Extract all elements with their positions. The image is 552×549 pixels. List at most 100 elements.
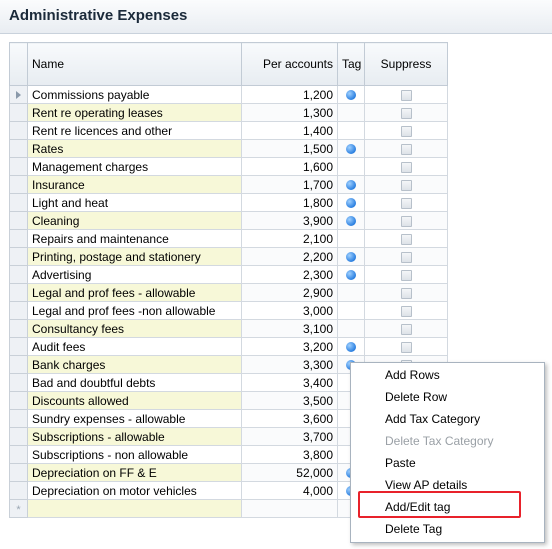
row-amount-cell[interactable]: 3,100 bbox=[241, 319, 338, 338]
row-selector[interactable] bbox=[9, 283, 28, 302]
row-suppress-cell[interactable] bbox=[364, 211, 448, 230]
row-amount-cell[interactable]: 3,200 bbox=[241, 337, 338, 356]
row-amount-cell[interactable]: 3,700 bbox=[241, 427, 338, 446]
new-row-selector[interactable]: * bbox=[9, 499, 28, 518]
row-name-cell[interactable]: Subscriptions - allowable bbox=[27, 427, 242, 446]
row-name-cell[interactable]: Discounts allowed bbox=[27, 391, 242, 410]
suppress-checkbox[interactable] bbox=[400, 287, 412, 299]
row-tag-cell[interactable] bbox=[337, 229, 365, 248]
row-name-cell[interactable]: Sundry expenses - allowable bbox=[27, 409, 242, 428]
new-row-amt-cell[interactable] bbox=[241, 499, 338, 518]
row-amount-cell[interactable]: 2,900 bbox=[241, 283, 338, 302]
expenses-grid[interactable]: Name Per accounts Tag Suppress Commissio… bbox=[9, 42, 448, 518]
tag-dot-icon[interactable] bbox=[346, 342, 356, 353]
row-selector[interactable] bbox=[9, 373, 28, 392]
tag-dot-icon[interactable] bbox=[346, 270, 356, 281]
table-row[interactable]: Cleaning 3,900 bbox=[9, 211, 448, 230]
row-tag-cell[interactable] bbox=[337, 175, 365, 194]
table-row[interactable]: Rates 1,500 bbox=[9, 139, 448, 158]
suppress-checkbox[interactable] bbox=[400, 269, 412, 281]
row-selector[interactable] bbox=[9, 427, 28, 446]
row-name-cell[interactable]: Management charges bbox=[27, 157, 242, 176]
row-selector[interactable] bbox=[9, 319, 28, 338]
row-name-cell[interactable]: Consultancy fees bbox=[27, 319, 242, 338]
menu-item-paste[interactable]: Paste bbox=[385, 456, 416, 470]
row-suppress-cell[interactable] bbox=[364, 301, 448, 320]
table-row[interactable]: Management charges 1,600 bbox=[9, 157, 448, 176]
row-amount-cell[interactable]: 3,500 bbox=[241, 391, 338, 410]
row-name-cell[interactable]: Depreciation on motor vehicles bbox=[27, 481, 242, 500]
row-suppress-cell[interactable] bbox=[364, 337, 448, 356]
row-amount-cell[interactable]: 1,500 bbox=[241, 139, 338, 158]
suppress-checkbox[interactable] bbox=[400, 233, 412, 245]
row-suppress-cell[interactable] bbox=[364, 85, 448, 104]
tag-dot-icon[interactable] bbox=[346, 216, 356, 227]
menu-item-delete-row[interactable]: Delete Row bbox=[385, 390, 448, 404]
row-selector[interactable] bbox=[9, 85, 28, 104]
row-name-cell[interactable]: Commissions payable bbox=[27, 85, 242, 104]
row-name-cell[interactable]: Printing, postage and stationery bbox=[27, 247, 242, 266]
row-amount-cell[interactable]: 1,300 bbox=[241, 103, 338, 122]
row-selector[interactable] bbox=[9, 265, 28, 284]
row-amount-cell[interactable]: 3,400 bbox=[241, 373, 338, 392]
row-tag-cell[interactable] bbox=[337, 319, 365, 338]
suppress-checkbox[interactable] bbox=[400, 341, 412, 353]
row-suppress-cell[interactable] bbox=[364, 193, 448, 212]
table-row[interactable]: Legal and prof fees -non allowable 3,000 bbox=[9, 301, 448, 320]
suppress-checkbox[interactable] bbox=[400, 125, 412, 137]
row-amount-cell[interactable]: 3,900 bbox=[241, 211, 338, 230]
menu-item-add-tax-category[interactable]: Add Tax Category bbox=[385, 412, 481, 426]
row-suppress-cell[interactable] bbox=[364, 103, 448, 122]
row-tag-cell[interactable] bbox=[337, 265, 365, 284]
row-name-cell[interactable]: Legal and prof fees -non allowable bbox=[27, 301, 242, 320]
table-row[interactable]: Light and heat 1,800 bbox=[9, 193, 448, 212]
row-selector[interactable] bbox=[9, 211, 28, 230]
row-amount-cell[interactable]: 1,400 bbox=[241, 121, 338, 140]
row-selector[interactable] bbox=[9, 337, 28, 356]
row-amount-cell[interactable]: 2,300 bbox=[241, 265, 338, 284]
new-row-name-cell[interactable] bbox=[27, 499, 242, 518]
row-amount-cell[interactable]: 2,100 bbox=[241, 229, 338, 248]
tag-dot-icon[interactable] bbox=[346, 180, 356, 191]
row-amount-cell[interactable]: 3,000 bbox=[241, 301, 338, 320]
tag-dot-icon[interactable] bbox=[346, 144, 356, 155]
column-header-name[interactable]: Name bbox=[27, 42, 242, 86]
row-amount-cell[interactable]: 1,700 bbox=[241, 175, 338, 194]
row-selector[interactable] bbox=[9, 481, 28, 500]
row-amount-cell[interactable]: 3,600 bbox=[241, 409, 338, 428]
row-suppress-cell[interactable] bbox=[364, 139, 448, 158]
table-row[interactable]: Advertising 2,300 bbox=[9, 265, 448, 284]
row-selector[interactable] bbox=[9, 229, 28, 248]
row-amount-cell[interactable]: 2,200 bbox=[241, 247, 338, 266]
row-suppress-cell[interactable] bbox=[364, 175, 448, 194]
table-row[interactable]: Rent re operating leases 1,300 bbox=[9, 103, 448, 122]
row-name-cell[interactable]: Repairs and maintenance bbox=[27, 229, 242, 248]
suppress-checkbox[interactable] bbox=[400, 161, 412, 173]
table-row[interactable]: Repairs and maintenance 2,100 bbox=[9, 229, 448, 248]
row-selector[interactable] bbox=[9, 157, 28, 176]
row-selector[interactable] bbox=[9, 121, 28, 140]
row-name-cell[interactable]: Advertising bbox=[27, 265, 242, 284]
row-name-cell[interactable]: Audit fees bbox=[27, 337, 242, 356]
row-name-cell[interactable]: Depreciation on FF & E bbox=[27, 463, 242, 482]
tag-dot-icon[interactable] bbox=[346, 90, 356, 101]
row-selector[interactable] bbox=[9, 139, 28, 158]
row-tag-cell[interactable] bbox=[337, 193, 365, 212]
row-tag-cell[interactable] bbox=[337, 301, 365, 320]
row-amount-cell[interactable]: 1,800 bbox=[241, 193, 338, 212]
row-suppress-cell[interactable] bbox=[364, 247, 448, 266]
row-suppress-cell[interactable] bbox=[364, 319, 448, 338]
suppress-checkbox[interactable] bbox=[400, 251, 412, 263]
row-selector[interactable] bbox=[9, 445, 28, 464]
row-tag-cell[interactable] bbox=[337, 139, 365, 158]
table-row[interactable]: Audit fees 3,200 bbox=[9, 337, 448, 356]
menu-item-view-ap-details[interactable]: View AP details bbox=[385, 478, 468, 492]
column-header-tag[interactable]: Tag bbox=[337, 42, 365, 86]
table-row[interactable]: Legal and prof fees - allowable 2,900 bbox=[9, 283, 448, 302]
row-suppress-cell[interactable] bbox=[364, 283, 448, 302]
suppress-checkbox[interactable] bbox=[400, 305, 412, 317]
table-row[interactable]: Rent re licences and other 1,400 bbox=[9, 121, 448, 140]
menu-item-add-rows[interactable]: Add Rows bbox=[385, 368, 440, 382]
row-name-cell[interactable]: Light and heat bbox=[27, 193, 242, 212]
row-amount-cell[interactable]: 3,800 bbox=[241, 445, 338, 464]
